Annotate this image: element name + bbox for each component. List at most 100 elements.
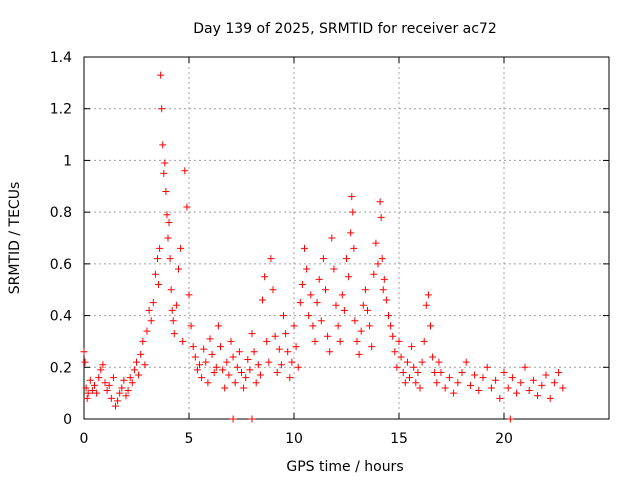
tick-marks — [83, 56, 609, 420]
data-point — [91, 381, 98, 389]
data-point — [466, 381, 474, 389]
data-point — [200, 345, 208, 353]
data-point — [385, 312, 392, 320]
data-point — [301, 244, 308, 252]
data-point — [378, 255, 386, 263]
data-point — [259, 296, 266, 304]
data-point — [225, 371, 233, 379]
y-axis-label: SRMTID / TECUs — [7, 182, 23, 295]
data-point — [412, 379, 420, 387]
data-point — [529, 376, 537, 384]
data-point — [229, 415, 237, 423]
data-point — [212, 363, 220, 371]
data-point — [319, 255, 327, 263]
y-tick-label: 0.6 — [50, 257, 72, 273]
data-point — [397, 353, 405, 361]
data-point — [122, 392, 130, 400]
data-point — [99, 361, 107, 369]
data-point — [169, 317, 177, 325]
data-point — [393, 363, 401, 371]
data-point — [137, 350, 145, 358]
data-point — [242, 374, 250, 382]
data-point — [141, 361, 149, 369]
data-point — [309, 322, 317, 330]
y-tick-label: 1.4 — [50, 50, 72, 66]
data-point — [517, 379, 525, 387]
data-point — [164, 234, 172, 242]
data-point — [116, 389, 124, 397]
data-point — [219, 366, 227, 374]
data-point — [433, 379, 441, 387]
data-point — [348, 193, 356, 201]
data-point — [290, 322, 298, 330]
data-point — [88, 387, 96, 395]
data-point — [431, 368, 439, 376]
data-point — [159, 141, 167, 149]
data-point — [118, 384, 126, 392]
data-point — [479, 374, 487, 382]
data-point — [109, 374, 117, 382]
data-point — [170, 330, 178, 338]
data-point — [97, 366, 105, 374]
data-point — [559, 384, 567, 392]
data-point — [391, 348, 399, 356]
data-point — [284, 348, 292, 356]
data-point — [450, 389, 458, 397]
data-point — [223, 358, 231, 366]
data-point — [157, 71, 165, 79]
data-point — [240, 384, 248, 392]
chart-title: Day 139 of 2025, SRMTID for receiver ac7… — [193, 21, 497, 37]
x-axis-label: GPS time / hours — [286, 459, 403, 475]
data-point — [328, 234, 336, 242]
data-point — [322, 286, 329, 294]
y-tick-labels: 0 0.2 0.4 0.6 0.8 1 1.2 1.4 — [50, 50, 72, 428]
data-point — [156, 244, 164, 252]
data-point — [370, 270, 378, 278]
data-point — [399, 368, 407, 376]
data-point — [202, 358, 210, 366]
data-point — [263, 337, 271, 345]
data-point — [429, 353, 437, 361]
x-tick-label: 10 — [285, 431, 303, 447]
data-point — [324, 332, 332, 340]
data-point — [359, 301, 367, 309]
data-point — [416, 384, 424, 392]
data-points — [80, 71, 567, 423]
data-point — [256, 371, 264, 379]
data-point — [210, 368, 218, 376]
data-point — [165, 218, 173, 226]
data-point — [387, 322, 395, 330]
x-tick-label: 5 — [185, 431, 194, 447]
data-point — [534, 392, 542, 400]
data-point — [231, 379, 239, 387]
data-point — [204, 379, 212, 387]
data-point — [345, 273, 353, 281]
data-point — [395, 337, 403, 345]
data-point — [162, 187, 170, 195]
data-point — [542, 371, 550, 379]
data-point — [248, 330, 256, 338]
data-point — [244, 356, 252, 364]
data-point — [441, 384, 449, 392]
data-point — [317, 317, 325, 325]
data-point — [261, 273, 269, 281]
data-point — [160, 169, 168, 177]
data-point — [538, 381, 546, 389]
data-point — [275, 345, 283, 353]
y-tick-label: 1.2 — [50, 102, 72, 118]
data-point — [521, 363, 529, 371]
data-point — [269, 286, 277, 294]
data-point — [158, 105, 166, 113]
data-point — [357, 327, 365, 335]
data-point — [513, 389, 521, 397]
data-point — [298, 281, 306, 289]
data-point — [347, 229, 355, 237]
data-point — [475, 387, 483, 395]
data-point — [366, 322, 374, 330]
data-point — [454, 379, 462, 387]
data-point — [374, 260, 382, 268]
data-point — [221, 384, 229, 392]
x-tick-label: 15 — [390, 431, 408, 447]
data-point — [120, 376, 128, 384]
